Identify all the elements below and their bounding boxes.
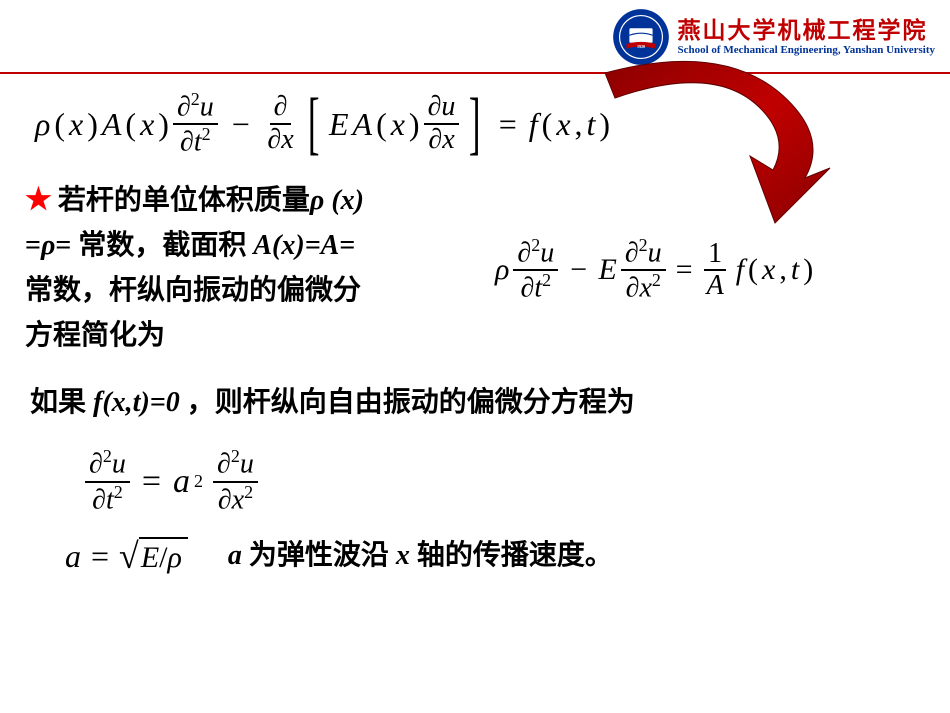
var-f: f xyxy=(529,106,538,143)
minus: − xyxy=(568,253,588,287)
paren: ( xyxy=(748,253,758,287)
var-E: E xyxy=(599,253,617,287)
var-t: t xyxy=(791,253,799,287)
curved-arrow-icon xyxy=(575,48,855,228)
paragraph-free-vibration: 如果 f(x,t)=0 ，则杆纵向自由振动的偏微分方程为 xyxy=(30,381,925,426)
var-x: x xyxy=(140,106,154,143)
var-x: x xyxy=(391,106,405,143)
rho: ρ xyxy=(495,253,509,287)
paren: ) xyxy=(87,106,98,143)
rho: ρ xyxy=(35,106,50,143)
paren: ) xyxy=(158,106,169,143)
row-simplification: ★若杆的单位体积质量ρ (x) =ρ= 常数，截面积 A(x)=A= 常数，杆纵… xyxy=(25,176,925,358)
paren: ) xyxy=(409,106,420,143)
var-x: x xyxy=(69,106,83,143)
frac-d-dx: ∂ ∂x xyxy=(263,92,297,156)
equals: = xyxy=(91,538,109,575)
frac-d2u-dt2: ∂2u ∂t2 xyxy=(173,90,218,158)
var-x: x xyxy=(762,253,775,287)
frac-d2u-dx2: ∂2u ∂x2 xyxy=(213,447,258,515)
bracket-open: [ xyxy=(307,96,319,152)
equals: = xyxy=(499,106,517,143)
paren: ( xyxy=(542,106,553,143)
var-A: A xyxy=(102,106,122,143)
equals: = xyxy=(142,463,161,501)
minus: − xyxy=(230,106,252,143)
paren: ) xyxy=(803,253,813,287)
row-wave-speed: a = √ E/ρ a 为弹性波沿 x 轴的传播速度。 xyxy=(65,534,925,579)
equation-wave: ∂2u ∂t2 = a2 ∂2u ∂x2 xyxy=(85,447,925,515)
right-block: ρ ∂2u ∂t2 − E ∂2u ∂x2 = 1 A f ( x xyxy=(505,176,925,304)
var-E: E xyxy=(329,106,349,143)
var-a: a xyxy=(173,463,190,501)
var-x: x xyxy=(556,106,570,143)
sqrt: √ E/ρ xyxy=(119,535,188,577)
frac-d2u-dx2: ∂2u ∂x2 xyxy=(621,236,666,304)
frac-d2u-dt2: ∂2u ∂t2 xyxy=(513,236,558,304)
paren: ( xyxy=(125,106,136,143)
paren: ( xyxy=(54,106,65,143)
equation-wave-speed: a = √ E/ρ xyxy=(65,535,188,577)
star-icon: ★ xyxy=(25,183,52,216)
frac-1-A: 1 A xyxy=(703,239,728,303)
frac-du-dx: ∂u ∂x xyxy=(424,92,460,156)
var-a: a xyxy=(65,538,81,575)
university-name-cn: 燕山大学机械工程学院 xyxy=(678,18,936,43)
paragraph-simplify-condition: ★若杆的单位体积质量ρ (x) =ρ= 常数，截面积 A(x)=A= 常数，杆纵… xyxy=(25,176,485,358)
paren: ( xyxy=(376,106,387,143)
comma: , xyxy=(779,253,787,287)
frac-d2u-dt2: ∂2u ∂t2 xyxy=(85,447,130,515)
var-f: f xyxy=(736,253,744,287)
equation-pde-simplified: ρ ∂2u ∂t2 − E ∂2u ∂x2 = 1 A f ( x xyxy=(495,236,925,304)
equals: = xyxy=(676,253,693,287)
paragraph-wave-speed-desc: a 为弹性波沿 x 轴的传播速度。 xyxy=(228,534,613,579)
slide-content: ρ ( x ) A ( x ) ∂2u ∂t2 − ∂ ∂x [ E A ( x… xyxy=(25,90,925,578)
var-A: A xyxy=(353,106,373,143)
bracket-close: ] xyxy=(469,96,481,152)
